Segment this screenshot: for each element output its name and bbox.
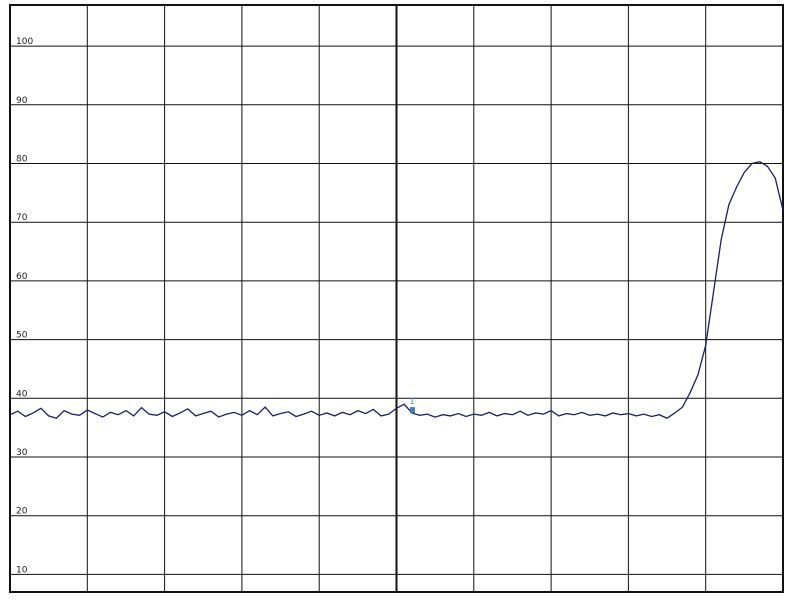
- trace: [9, 161, 784, 419]
- y-tick-label: 70: [16, 213, 28, 223]
- y-tick-label: 90: [16, 96, 28, 106]
- y-tick-label: 100: [16, 37, 33, 47]
- y-tick-label: 50: [16, 331, 28, 341]
- y-tick-label: 10: [16, 565, 28, 575]
- marker: [409, 407, 415, 414]
- y-tick-label: 60: [16, 272, 28, 282]
- y-tick-label: 80: [16, 154, 28, 164]
- y-tick-label: 30: [16, 448, 28, 458]
- plot-border: [9, 4, 784, 593]
- y-tick-label: 40: [16, 389, 28, 399]
- marker-label: 1: [409, 397, 414, 406]
- y-tick-label: 20: [16, 507, 28, 517]
